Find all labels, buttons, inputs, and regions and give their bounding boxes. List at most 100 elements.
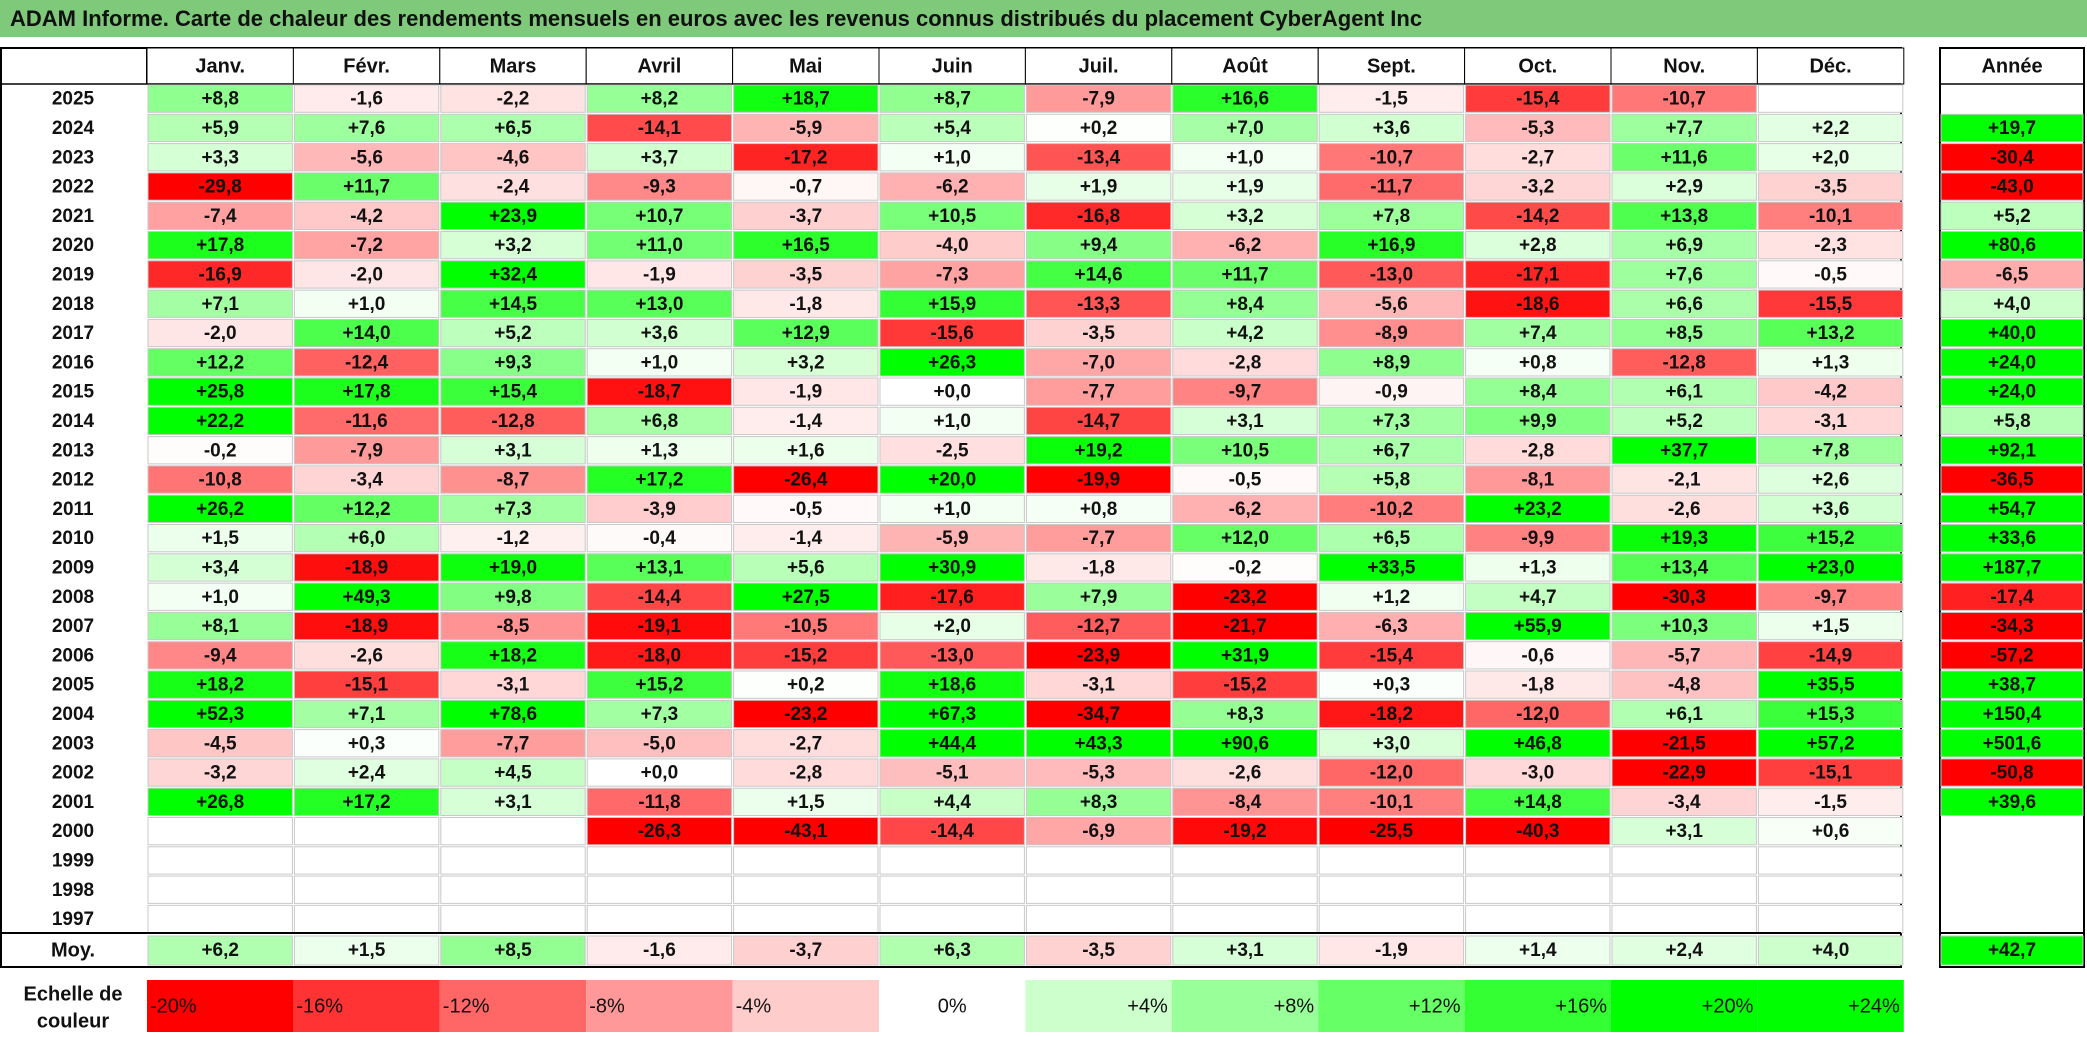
heatmap-cell-value: -3,5 bbox=[1814, 177, 1847, 198]
heatmap-cell-value: +5,6 bbox=[787, 557, 825, 578]
heatmap-cell bbox=[1318, 553, 1465, 582]
heatmap-cell bbox=[440, 553, 586, 582]
average-cell-value: +1,4 bbox=[1519, 940, 1557, 961]
heatmap-cell bbox=[147, 465, 293, 494]
heatmap-cell-value: +30,9 bbox=[928, 557, 976, 578]
year-header: Année bbox=[1981, 55, 2042, 77]
heatmap-cell bbox=[1757, 465, 1904, 494]
scale-swatch bbox=[586, 980, 733, 1032]
row-year-label: 2012 bbox=[52, 470, 94, 491]
annual-total-cell bbox=[1940, 758, 2084, 787]
heatmap-cell-value: +26,8 bbox=[196, 792, 244, 813]
heatmap-cell-value: +1,9 bbox=[1226, 177, 1264, 198]
heatmap-cell-value: -5,1 bbox=[936, 763, 969, 784]
heatmap-cell-value: +3,0 bbox=[1373, 733, 1411, 754]
month-header: Févr. bbox=[343, 55, 390, 77]
heatmap-cell-value: -43,1 bbox=[784, 821, 828, 842]
heatmap-cell-value: +15,4 bbox=[489, 382, 538, 403]
heatmap-cell bbox=[1465, 406, 1611, 436]
heatmap-cell-value: +2,0 bbox=[933, 616, 971, 637]
heatmap-cell bbox=[293, 611, 440, 641]
heatmap-cell bbox=[1465, 436, 1611, 465]
heatmap-cell-value: -0,4 bbox=[643, 528, 676, 549]
heatmap-cell bbox=[1318, 758, 1465, 787]
scale-swatch bbox=[1318, 980, 1465, 1032]
heatmap-cell-value: +43,3 bbox=[1075, 733, 1123, 754]
row-year-label: 1998 bbox=[52, 880, 94, 901]
row-year-label: 2024 bbox=[52, 118, 95, 139]
heatmap-cell bbox=[440, 201, 586, 230]
heatmap-cell bbox=[1465, 143, 1611, 172]
annual-total-value: +4,0 bbox=[1993, 294, 2031, 315]
heatmap-cell bbox=[440, 318, 586, 348]
heatmap-cell-value: +16,5 bbox=[782, 235, 831, 256]
heatmap-cell-value: +35,5 bbox=[1807, 675, 1856, 696]
heatmap-cell-value: -3,7 bbox=[789, 206, 822, 227]
average-cell-value: +8,5 bbox=[494, 940, 532, 961]
scale-swatch-label: +24% bbox=[1848, 995, 1900, 1017]
heatmap-cell bbox=[1611, 699, 1757, 729]
heatmap-cell-value: -2,8 bbox=[1229, 352, 1262, 373]
heatmap-cell-value: +9,8 bbox=[494, 587, 532, 608]
heatmap-cell bbox=[440, 670, 586, 699]
heatmap-cell bbox=[147, 260, 293, 289]
heatmap-cell bbox=[1025, 758, 1172, 787]
heatmap-cell-value: +3,6 bbox=[1373, 118, 1411, 139]
month-header: Sept. bbox=[1367, 55, 1416, 77]
heatmap-cell bbox=[879, 699, 1025, 729]
heatmap-cell bbox=[586, 494, 733, 524]
heatmap-cell bbox=[1611, 494, 1757, 524]
heatmap-cell bbox=[147, 406, 293, 436]
annual-total-value: +5,8 bbox=[1993, 411, 2031, 432]
heatmap-cell-value: +8,4 bbox=[1226, 294, 1264, 315]
heatmap-cell-value: -2,4 bbox=[497, 177, 530, 198]
heatmap-cell-value: +10,5 bbox=[1221, 440, 1270, 461]
heatmap-cell bbox=[586, 846, 733, 875]
heatmap-cell bbox=[1757, 670, 1904, 699]
heatmap-cell bbox=[1172, 787, 1318, 817]
heatmap-cell-value: +8,3 bbox=[1080, 792, 1118, 813]
heatmap-cell-value: -4,2 bbox=[1814, 382, 1847, 403]
heatmap-cell-value: -17,6 bbox=[931, 587, 974, 608]
heatmap-cell bbox=[879, 817, 1025, 846]
heatmap-cell bbox=[1465, 289, 1611, 318]
heatmap-cell bbox=[733, 84, 879, 113]
heatmap-cell bbox=[147, 846, 293, 875]
heatmap-cell bbox=[1172, 318, 1318, 348]
heatmap-cell-value: -14,2 bbox=[1516, 206, 1559, 227]
heatmap-cell-value: +6,1 bbox=[1665, 382, 1703, 403]
average-cell-value: -3,7 bbox=[789, 940, 822, 961]
heatmap-cell-value: +10,7 bbox=[635, 206, 683, 227]
heatmap-cell bbox=[1025, 817, 1172, 846]
heatmap-cell-value: +0,8 bbox=[1519, 352, 1557, 373]
heatmap-cell-value: +1,2 bbox=[1373, 587, 1411, 608]
heatmap-cell bbox=[440, 231, 586, 260]
scale-swatch-label: -12% bbox=[443, 995, 490, 1017]
heatmap-cell bbox=[293, 729, 440, 758]
heatmap-cell-value: -15,4 bbox=[1516, 89, 1560, 110]
heatmap-cell bbox=[1611, 582, 1757, 611]
heatmap-cell bbox=[879, 143, 1025, 172]
heatmap-cell bbox=[586, 84, 733, 113]
heatmap-cell bbox=[1757, 143, 1904, 172]
heatmap-cell bbox=[440, 904, 586, 934]
heatmap-cell-value: -0,7 bbox=[789, 177, 822, 198]
month-header-cell bbox=[146, 47, 294, 85]
heatmap-cell-value: -6,2 bbox=[1229, 499, 1262, 520]
heatmap-cell bbox=[1318, 143, 1465, 172]
heatmap-cell-value: -9,7 bbox=[1814, 587, 1847, 608]
average-total-value: +42,7 bbox=[1988, 940, 2036, 961]
heatmap-cell bbox=[1025, 524, 1172, 553]
heatmap-cell-value: +7,3 bbox=[1373, 411, 1411, 432]
heatmap-cell bbox=[1025, 875, 1172, 904]
heatmap-cell bbox=[733, 201, 879, 230]
heatmap-cell-value: +3,2 bbox=[787, 352, 825, 373]
annual-total-value: -43,0 bbox=[1990, 177, 2033, 198]
annual-total-value: +40,0 bbox=[1988, 323, 2036, 344]
annual-total-value: +24,0 bbox=[1988, 352, 2036, 373]
heatmap-cell bbox=[1611, 231, 1757, 260]
heatmap-cell bbox=[879, 729, 1025, 758]
heatmap-cell bbox=[1465, 875, 1611, 904]
heatmap-cell bbox=[293, 172, 440, 201]
average-cell bbox=[1757, 935, 1904, 966]
